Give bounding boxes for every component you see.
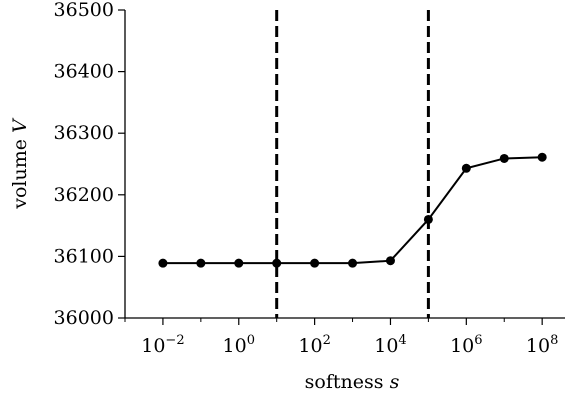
data-point — [272, 258, 282, 268]
y-tick-label: 36400 — [54, 61, 114, 83]
x-tick-label: 102 — [298, 333, 330, 357]
data-series — [158, 152, 547, 268]
data-point — [537, 152, 547, 162]
data-point — [310, 258, 320, 268]
data-point — [423, 214, 433, 224]
y-tick-label: 36500 — [54, 0, 114, 21]
x-axis-title-text: softness — [305, 371, 384, 393]
y-axis-title: volume V — [9, 117, 31, 210]
data-point — [385, 256, 395, 266]
y-axis-title-text: volume — [9, 139, 31, 210]
x-tick-label: 100 — [223, 333, 255, 357]
series-line — [162, 156, 543, 265]
data-point — [196, 258, 206, 268]
data-point — [348, 258, 358, 268]
data-point — [234, 258, 244, 268]
x-tick-label: 108 — [526, 333, 558, 357]
y-tick-label: 36000 — [54, 307, 114, 329]
axes — [124, 10, 565, 319]
y-tick-label: 36100 — [54, 245, 114, 267]
x-axis-title: softness s — [305, 371, 400, 393]
y-ticks: 36000 36100 36200 36300 36400 36500 — [54, 0, 125, 329]
data-point — [461, 163, 471, 173]
data-point — [158, 258, 168, 268]
y-axis-title-var: V — [9, 117, 31, 133]
y-tick-label: 36300 — [54, 122, 114, 144]
y-tick-label: 36200 — [54, 184, 114, 206]
x-ticks: 10−2 100 102 104 106 108 — [124, 318, 558, 357]
data-point — [499, 153, 509, 163]
x-tick-label: 106 — [450, 333, 482, 357]
x-tick-label: 104 — [374, 333, 406, 357]
x-axis-title-var: s — [390, 371, 400, 393]
reference-lines — [275, 10, 430, 318]
x-tick-label: 10−2 — [141, 333, 184, 357]
